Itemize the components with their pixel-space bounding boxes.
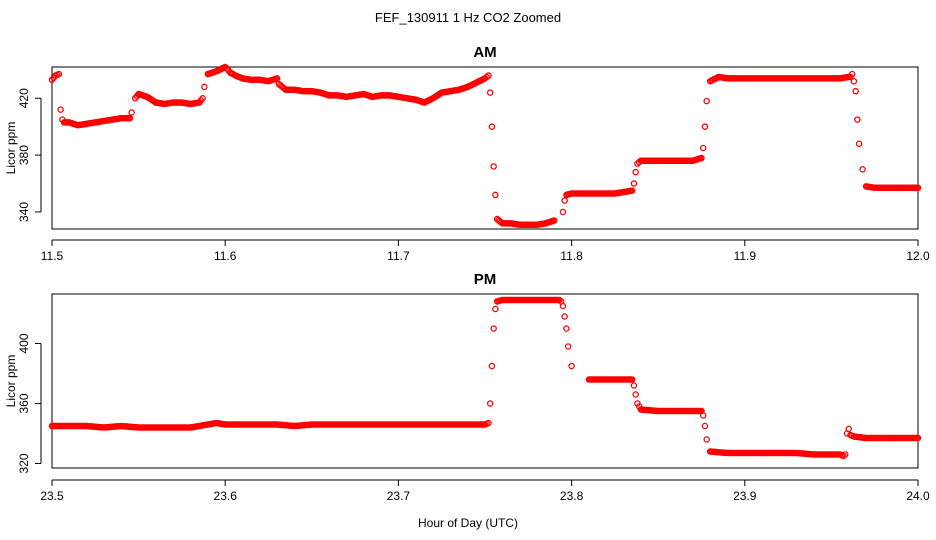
data-point <box>630 180 638 187</box>
y-tick-label: 380 <box>17 145 31 165</box>
data-point <box>848 70 856 78</box>
data-point <box>485 72 492 79</box>
data-points <box>48 63 922 228</box>
data-point <box>628 187 636 194</box>
panel-title-am: AM <box>473 44 496 61</box>
data-point <box>559 302 567 310</box>
x-tick-label: 11.7 <box>387 249 410 263</box>
data-point <box>914 434 922 442</box>
data-point <box>855 140 863 147</box>
plot-frame <box>51 293 919 469</box>
data-point <box>564 343 572 350</box>
data-point <box>57 106 64 113</box>
y-tick-label: 360 <box>17 393 31 413</box>
data-point <box>701 422 709 430</box>
data-point <box>699 144 707 152</box>
data-point <box>630 382 638 389</box>
data-point <box>628 376 636 383</box>
data-point <box>845 425 852 433</box>
data-point <box>854 116 861 123</box>
data-point <box>842 451 849 458</box>
data-point <box>632 168 639 176</box>
data-point <box>199 95 206 102</box>
x-tick-label: 11.6 <box>214 249 237 263</box>
data-point <box>490 325 497 332</box>
y-tick-label: 320 <box>17 453 31 473</box>
data-points <box>48 296 922 460</box>
data-point <box>486 400 494 407</box>
data-point <box>126 114 134 122</box>
x-tick-label: 23.7 <box>387 489 411 503</box>
plot-frame <box>51 66 919 230</box>
x-tick-label: 23.5 <box>40 489 64 503</box>
data-point <box>559 208 567 216</box>
x-tick-label: 23.9 <box>733 489 757 503</box>
y-axis-label: Licor ppm <box>4 122 18 175</box>
x-tick-label: 11.5 <box>41 249 64 263</box>
data-point <box>850 77 858 85</box>
data-point <box>703 97 710 105</box>
data-point <box>488 362 496 370</box>
data-point <box>488 123 496 130</box>
data-point <box>852 87 859 95</box>
panel-pm: PM 23.5 23.6 23.7 23.8 23.9 24.0 320 360 400 Licor… <box>4 271 930 503</box>
data-point <box>914 184 922 192</box>
x-tick-label: 23.6 <box>214 489 238 503</box>
x-tick-label: 23.8 <box>560 489 584 503</box>
panel-am: AM 11.5 11.6 11.7 11.8 11.9 12.0 340 380 420 Licor… <box>4 44 930 263</box>
data-point <box>701 123 709 130</box>
panel-title-pm: PM <box>474 271 497 288</box>
data-point <box>485 419 492 427</box>
data-point <box>273 75 281 82</box>
y-axis-label: Licor ppm <box>4 355 18 408</box>
y-tick-label: 400 <box>17 333 31 353</box>
data-point <box>561 197 568 204</box>
data-point <box>568 362 575 370</box>
x-axis-label: Hour of Day (UTC) <box>418 516 518 530</box>
data-point <box>859 166 866 173</box>
data-point <box>55 70 63 78</box>
data-point <box>703 436 710 443</box>
x-tick-label: 11.9 <box>734 249 757 263</box>
data-point <box>699 412 707 419</box>
data-point <box>632 391 639 398</box>
data-point <box>492 305 499 313</box>
data-point <box>551 217 558 224</box>
data-point <box>486 89 494 96</box>
data-point <box>698 154 705 162</box>
data-point <box>128 109 135 116</box>
data-point <box>201 83 208 91</box>
figure-title: FEF_130911 1 Hz CO2 Zoomed <box>375 10 561 25</box>
data-point <box>561 313 568 320</box>
y-tick-label: 420 <box>17 88 31 108</box>
data-point <box>490 163 497 170</box>
x-tick-label: 11.8 <box>560 249 583 263</box>
x-tick-label: 12.0 <box>906 249 930 263</box>
data-point <box>492 191 499 199</box>
y-tick-label: 340 <box>17 202 31 222</box>
x-tick-label: 24.0 <box>906 489 930 503</box>
data-point <box>563 325 570 332</box>
